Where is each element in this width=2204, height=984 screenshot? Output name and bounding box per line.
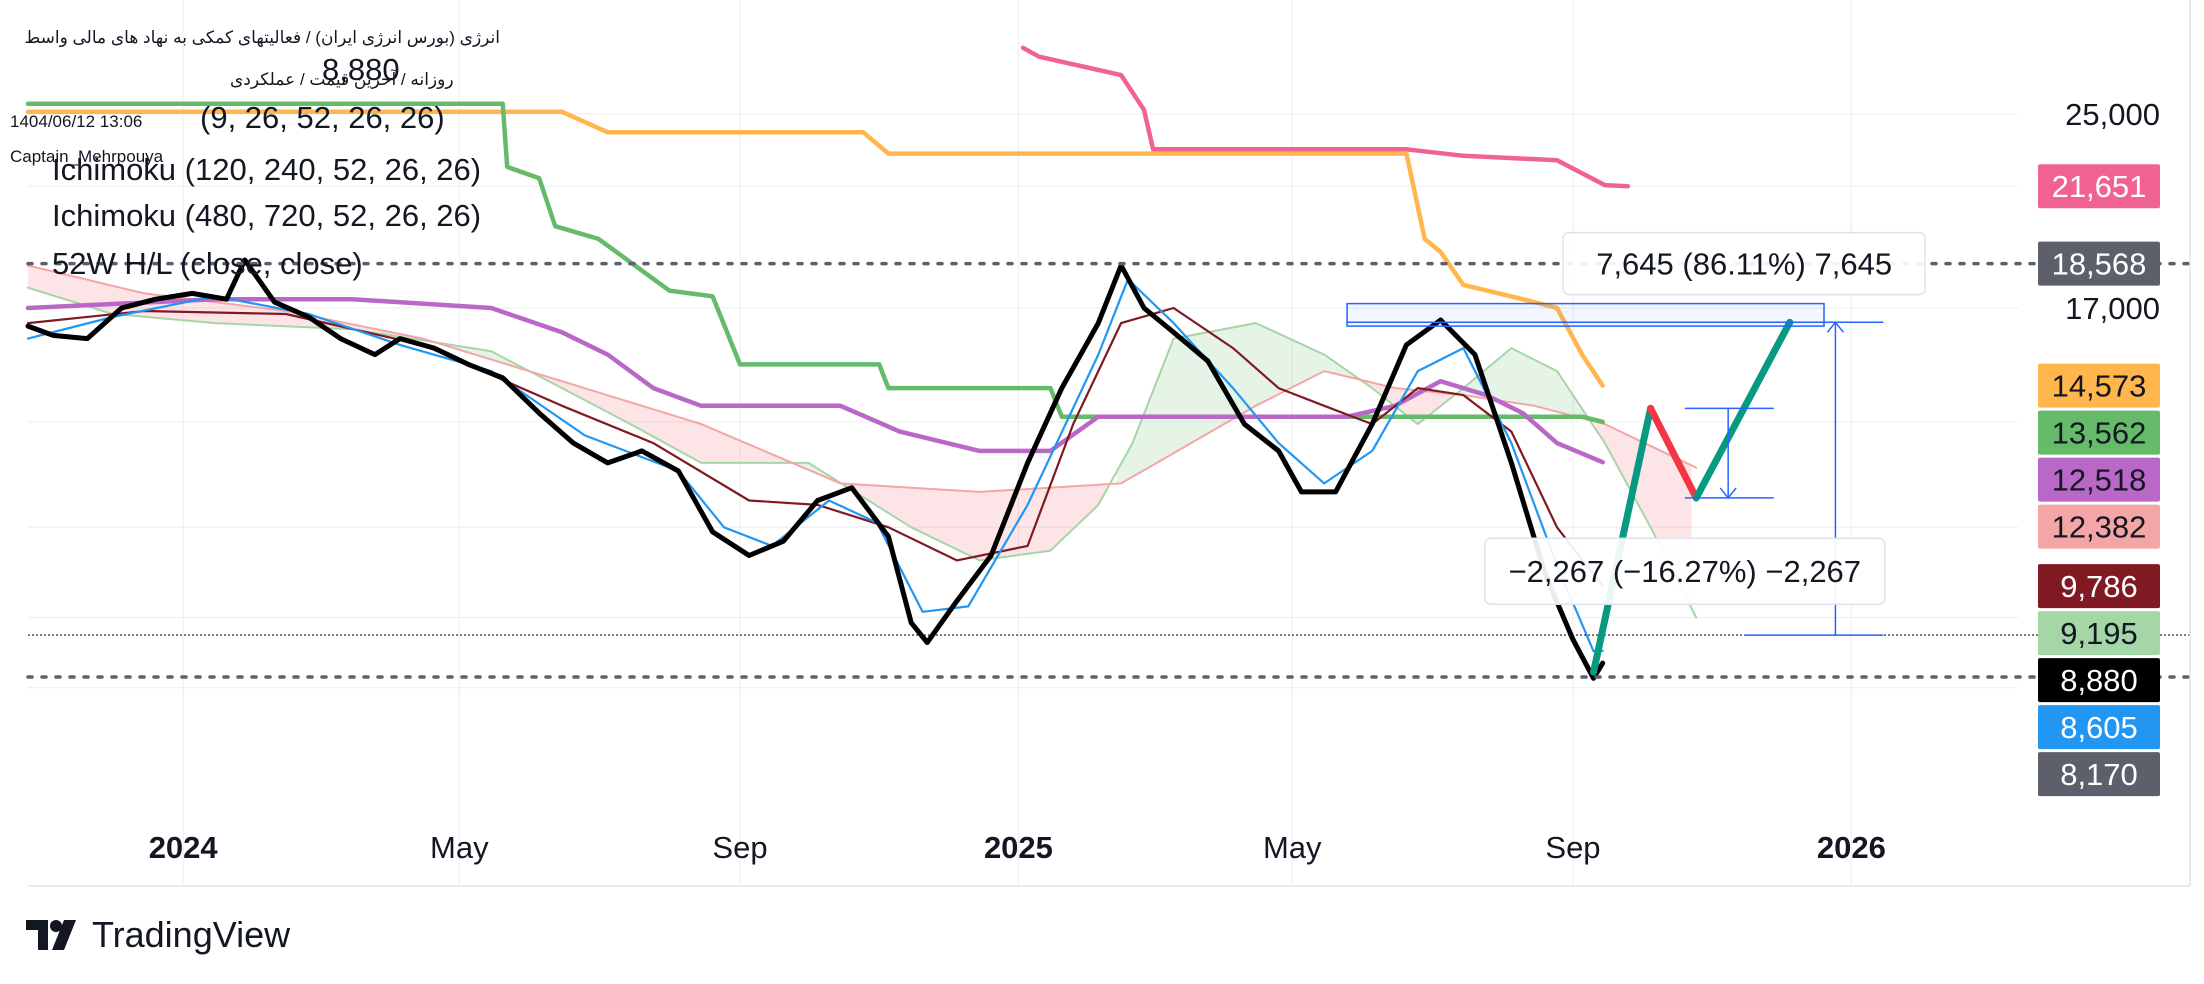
price-badge-label-2: 14,573	[2052, 369, 2147, 404]
indicator-label-1[interactable]: (9, 26, 52, 26, 26)	[200, 100, 445, 135]
x-tick-label-4: May	[1263, 830, 1322, 865]
measure-label-up-text: 7,645 (86.11%) 7,645	[1596, 247, 1892, 282]
indicator-label-4[interactable]: 52W H/L (close, close)	[52, 246, 363, 281]
author-label: Captain_Mehrpouya	[10, 147, 164, 166]
measure-label-down: −2,267 (−16.27%) −2,267	[1484, 537, 1886, 605]
price-badge-label-1: 18,568	[2052, 247, 2147, 282]
indicator-lines	[25, 45, 1698, 681]
measure2-arrow-head	[1719, 487, 1737, 500]
price-badge-9: 8,605	[2038, 705, 2160, 750]
price-badge-bg-8	[2038, 658, 2160, 703]
series-line-span-a	[27, 286, 1698, 619]
axes: 2024MaySep2025MaySep202625,00017,00011,0…	[28, 0, 2191, 887]
kumo-fill-0	[28, 265, 432, 342]
instrument-title: انرژی (بورس انرژی ایران) / فعالیتهای کمک…	[24, 28, 500, 47]
price-badge-label-10: 8,170	[2060, 757, 2138, 792]
projection-leg-2	[1692, 318, 1794, 502]
x-tick-label-2: Sep	[712, 830, 767, 865]
series-line-tenkan	[26, 278, 1604, 653]
price-badge-5: 12,382	[2038, 504, 2160, 549]
price-badge-label-5: 12,382	[2052, 510, 2147, 545]
measure-tools[interactable]: 7,645 (86.11%) 7,645 −2,267 (−16.27%) −2,…	[1346, 231, 1926, 636]
measure-box	[1346, 302, 1825, 327]
price-badge-label-8: 8,880	[2060, 663, 2138, 698]
kumo-fill-5	[1116, 323, 1357, 484]
price-badge-label-0: 21,651	[2052, 169, 2147, 204]
price-badge-4: 12,518	[2038, 457, 2160, 502]
price-badges: 21,651 18,568 14,573 13,562 12,518 12,382 9,78…	[2038, 164, 2160, 797]
price-badge-label-6: 9,786	[2060, 569, 2138, 604]
timeframe-label: روزانه / آخرین قیمت / عملکردی	[230, 70, 454, 89]
measure-arrow-head	[1826, 321, 1845, 333]
x-tick-label-3: 2025	[984, 830, 1053, 865]
price-badge-bg-0	[2038, 164, 2160, 209]
price-badge-label-4: 12,518	[2052, 463, 2147, 498]
price-badge-bg-1	[2038, 241, 2160, 286]
indicator-label-2[interactable]: Ichimoku (120, 240, 52, 26, 26)	[52, 152, 482, 187]
price-badge-bg-10	[2038, 752, 2160, 797]
timestamp-label: 1404/06/12 13:06	[10, 112, 143, 131]
price-badge-3: 13,562	[2038, 410, 2160, 455]
price-badge-2: 14,573	[2038, 363, 2160, 408]
tradingview-wordmark: TradingView	[92, 914, 291, 955]
price-badge-bg-3	[2038, 410, 2160, 455]
price-badge-label-9: 8,605	[2060, 710, 2138, 745]
series-line-close	[25, 257, 1606, 681]
price-badge-bg-2	[2038, 363, 2160, 408]
x-tick-label-1: May	[430, 830, 489, 865]
x-tick-label-0: 2024	[149, 830, 219, 865]
y-tick-label-1: 17,000	[2065, 291, 2160, 326]
series-line-kijun	[26, 306, 1604, 588]
measure-label-down-box	[1484, 537, 1886, 605]
price-badge-8: 8,880	[2038, 658, 2160, 703]
price-badge-bg-6	[2038, 564, 2160, 609]
tradingview-brand[interactable]: TradingView	[26, 914, 290, 956]
price-badge-1: 18,568	[2038, 241, 2160, 286]
price-badge-bg-4	[2038, 457, 2160, 502]
y-tick-label-0: 25,000	[2065, 97, 2160, 132]
x-tick-label-6: 2026	[1817, 830, 1886, 865]
price-badge-bg-9	[2038, 705, 2160, 750]
kumo-fill-7	[1458, 349, 1589, 420]
measure-label-down-text: −2,267 (−16.27%) −2,267	[1509, 554, 1861, 589]
tradingview-logo-icon	[26, 920, 76, 950]
kumo-fill-4	[842, 483, 1110, 561]
price-badge-bg-5	[2038, 504, 2160, 549]
price-badge-label-3: 13,562	[2052, 416, 2147, 451]
price-badge-10: 8,170	[2038, 752, 2160, 797]
indicator-label-3[interactable]: Ichimoku (480, 720, 52, 26, 26)	[52, 198, 482, 233]
projection-leg-1	[1647, 404, 1700, 502]
grid-lines	[28, 0, 2018, 886]
series-line-ichimoku-120-240	[25, 101, 1605, 425]
x-tick-label-5: Sep	[1545, 830, 1600, 865]
kumo-fill-2	[534, 372, 788, 463]
series-line-purple-line	[25, 296, 1605, 465]
price-badge-bg-7	[2038, 611, 2160, 656]
measure-label-up: 7,645 (86.11%) 7,645	[1562, 231, 1926, 296]
price-badge-6: 9,786	[2038, 564, 2160, 609]
series-line-ichimoku-480-720	[25, 109, 1605, 388]
price-readout: 8,880	[322, 52, 400, 87]
series-line-upper-kumo	[1020, 45, 1631, 189]
measure-label-up-box	[1562, 231, 1926, 296]
price-badge-7: 9,195	[2038, 611, 2160, 656]
price-badge-label-7: 9,195	[2060, 616, 2138, 651]
price-badge-0: 21,651	[2038, 164, 2160, 209]
